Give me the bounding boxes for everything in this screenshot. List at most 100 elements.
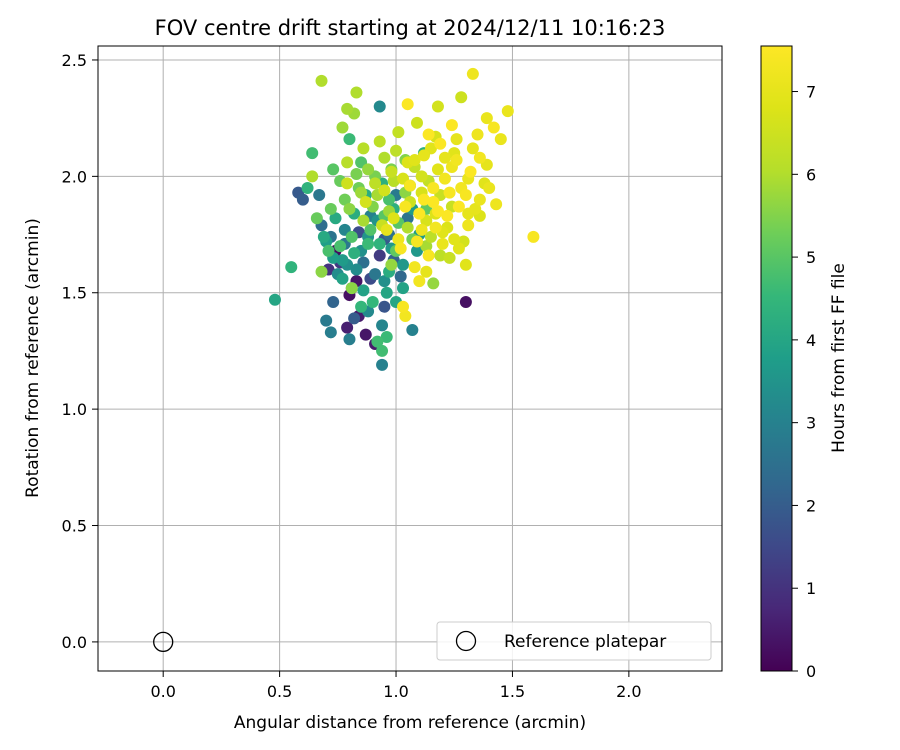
- data-point: [420, 240, 433, 253]
- data-point: [317, 230, 330, 243]
- data-point: [422, 249, 435, 262]
- data-point: [480, 112, 493, 125]
- data-point: [336, 121, 349, 134]
- data-point: [373, 100, 386, 113]
- data-point: [450, 154, 463, 167]
- x-tick-label: 0.5: [267, 682, 292, 701]
- y-tick-label: 0.0: [62, 633, 87, 652]
- data-point: [466, 67, 479, 80]
- data-point: [285, 261, 298, 274]
- x-tick-label: 1.5: [500, 682, 525, 701]
- data-point: [345, 282, 358, 295]
- data-point: [438, 172, 451, 185]
- data-point: [296, 193, 309, 206]
- data-point: [438, 151, 451, 164]
- colorbar-tick-label: 3: [806, 414, 816, 433]
- colorbar-tick-label: 5: [806, 248, 816, 267]
- data-point: [455, 91, 468, 104]
- colorbar-tick-label: 0: [806, 662, 816, 681]
- x-axis-label: Angular distance from reference (arcmin): [234, 713, 586, 733]
- data-point: [527, 230, 540, 243]
- data-point: [429, 221, 442, 234]
- scatter-points: [268, 67, 540, 371]
- data-point: [343, 133, 356, 146]
- data-point: [380, 223, 393, 236]
- data-point: [462, 219, 475, 232]
- data-point: [378, 184, 391, 197]
- data-point: [473, 151, 486, 164]
- data-point: [431, 205, 444, 218]
- data-point: [373, 249, 386, 262]
- data-point: [443, 186, 456, 199]
- data-point: [394, 270, 407, 283]
- x-tick-label: 2.0: [616, 682, 641, 701]
- data-point: [445, 119, 458, 132]
- data-point: [387, 175, 400, 188]
- data-point: [471, 128, 484, 141]
- data-point: [357, 142, 370, 155]
- data-point: [268, 293, 281, 306]
- colorbar-ticks: 0 1 2 3 4 5 6 7: [792, 83, 816, 681]
- data-point: [424, 230, 437, 243]
- data-point: [329, 212, 342, 225]
- colorbar: 0 1 2 3 4 5 6 7 Hours from first FF file: [760, 45, 849, 681]
- data-point: [397, 282, 410, 295]
- reference-marker: [153, 631, 174, 653]
- data-point: [336, 254, 349, 267]
- data-point: [427, 277, 440, 290]
- data-point: [436, 237, 449, 250]
- data-point: [306, 147, 319, 160]
- data-point: [401, 212, 414, 225]
- data-point: [443, 251, 456, 264]
- data-point: [357, 214, 370, 227]
- data-point: [441, 209, 454, 222]
- legend-reference-marker: [455, 630, 477, 652]
- colorbar-tick-label: 1: [806, 579, 816, 598]
- data-point: [341, 156, 354, 169]
- data-point: [501, 105, 514, 118]
- data-point: [394, 242, 407, 255]
- data-point: [345, 230, 358, 243]
- data-point: [341, 177, 354, 190]
- data-point: [327, 296, 340, 309]
- data-point: [376, 319, 389, 332]
- data-point: [334, 240, 347, 253]
- colorbar-tick-label: 4: [806, 331, 816, 350]
- data-point: [427, 181, 440, 194]
- data-point: [355, 300, 368, 313]
- data-point: [434, 137, 447, 150]
- data-point: [413, 275, 426, 288]
- plot-frame: [97, 45, 723, 672]
- data-point: [417, 193, 430, 206]
- data-point: [459, 296, 472, 309]
- colorbar-tick-label: 2: [806, 496, 816, 515]
- legend: Reference platepar: [436, 621, 712, 661]
- data-point: [320, 314, 333, 327]
- data-point: [341, 102, 354, 115]
- data-point: [380, 330, 393, 343]
- data-point: [462, 207, 475, 220]
- data-point: [350, 86, 363, 99]
- data-point: [401, 221, 414, 234]
- data-point: [397, 258, 410, 271]
- reference-platepar-point: [153, 631, 174, 653]
- x-tick-label: 0.0: [150, 682, 175, 701]
- data-point: [448, 233, 461, 246]
- data-point: [452, 242, 465, 255]
- data-point: [408, 154, 421, 167]
- plot-area: 0.0 0.5 1.0 1.5 2.0 0.0 0.5 1.0 1.5 2.0 2.5: [62, 45, 723, 701]
- data-point: [357, 284, 370, 297]
- data-point: [410, 116, 423, 129]
- data-point: [434, 249, 447, 262]
- data-point: [490, 198, 503, 211]
- data-point: [359, 195, 372, 208]
- x-axis-ticks: 0.0 0.5 1.0 1.5 2.0: [150, 671, 642, 701]
- data-point: [364, 223, 377, 236]
- data-point: [341, 321, 354, 334]
- data-point: [408, 261, 421, 274]
- y-tick-label: 1.5: [62, 284, 87, 303]
- data-point: [350, 263, 363, 276]
- data-point: [392, 126, 405, 139]
- data-point: [366, 296, 379, 309]
